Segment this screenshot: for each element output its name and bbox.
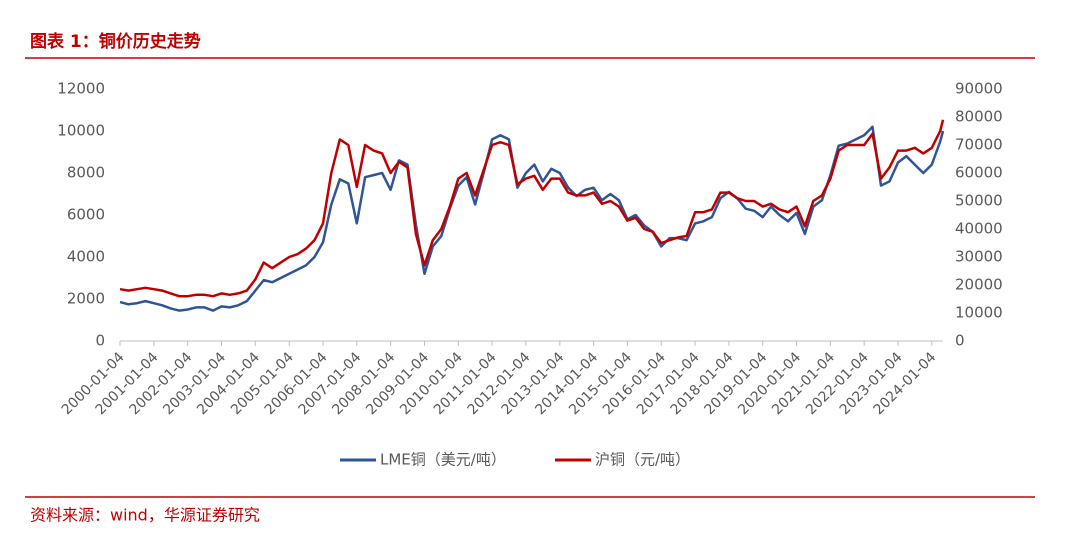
source-note: 资料来源：wind，华源证券研究 (30, 506, 260, 525)
y2-tick-label: 80000 (955, 108, 1003, 126)
y-tick-label: 2000 (67, 290, 105, 308)
y2-tick-label: 40000 (955, 220, 1003, 238)
y-tick-label: 10000 (57, 122, 105, 140)
y-tick-label: 0 (95, 332, 105, 350)
chart-title: 图表 1：铜价历史走势 (30, 31, 201, 52)
y2-tick-label: 30000 (955, 248, 1003, 266)
y2-tick-label: 0 (955, 332, 965, 350)
y2-tick-label: 90000 (955, 80, 1003, 98)
legend-label: 沪铜（元/吨） (595, 451, 690, 469)
series-line (119, 125, 945, 312)
y2-tick-label: 20000 (955, 276, 1003, 294)
y2-tick-label: 70000 (955, 136, 1003, 154)
y-tick-label: 8000 (67, 164, 105, 182)
y-tick-label: 6000 (67, 206, 105, 224)
y-tick-label: 4000 (67, 248, 105, 266)
y2-tick-label: 60000 (955, 164, 1003, 182)
series-line (119, 119, 945, 298)
y2-tick-label: 10000 (955, 304, 1003, 322)
y2-tick-label: 50000 (955, 192, 1003, 210)
legend-label: LME铜（美元/吨） (380, 451, 506, 469)
y-tick-label: 12000 (57, 80, 105, 98)
